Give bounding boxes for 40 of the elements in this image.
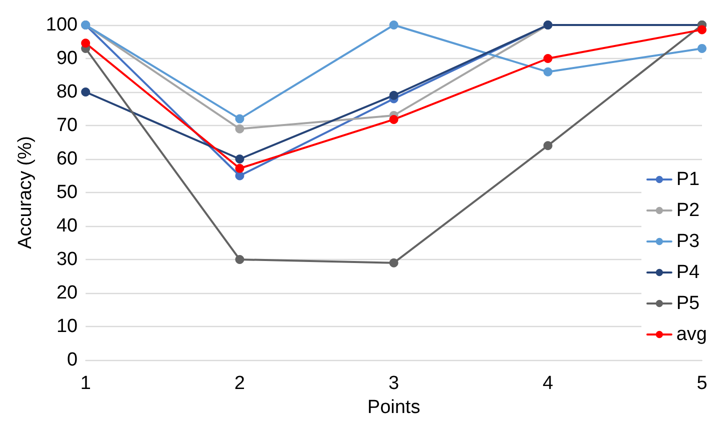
x-tick-label: 4 — [542, 373, 554, 394]
y-tick-label: 80 — [56, 82, 78, 102]
legend-label: P4 — [676, 262, 700, 283]
x-tick-label: 5 — [696, 373, 708, 394]
point — [543, 141, 552, 150]
y-tick-label: 10 — [56, 316, 78, 337]
point — [235, 124, 244, 134]
x-tick-label: 2 — [234, 373, 245, 394]
x-tick-label: 3 — [388, 373, 400, 394]
point — [81, 88, 90, 96]
legend-label: P3 — [676, 231, 700, 252]
point — [235, 164, 244, 173]
y-tick-label: 20 — [56, 282, 78, 304]
point — [698, 44, 706, 53]
point — [235, 154, 244, 164]
point — [389, 90, 398, 100]
legend-label: P1 — [676, 169, 700, 190]
y-tick-label: 70 — [56, 115, 78, 136]
y-tick-label: 60 — [56, 148, 78, 170]
y-tick-label: 100 — [46, 14, 78, 36]
x-axis-title: Points — [367, 396, 420, 418]
point — [389, 258, 398, 268]
point — [81, 38, 90, 48]
point — [389, 114, 398, 124]
legend-label: P5 — [676, 293, 700, 314]
point — [698, 25, 706, 34]
y-tick-label: 40 — [56, 216, 78, 236]
point — [543, 54, 552, 63]
y-tick-label: 50 — [56, 182, 78, 203]
y-tick-label: 90 — [56, 48, 78, 69]
x-tick-label: 1 — [80, 373, 91, 394]
point — [543, 67, 552, 76]
point — [389, 20, 398, 30]
y-tick-label: 0 — [67, 350, 78, 370]
y-axis-title: Accuracy (%) — [15, 136, 36, 249]
y-tick-label: 30 — [56, 249, 78, 270]
legend-label: avg — [676, 324, 708, 345]
point — [235, 255, 244, 264]
point — [235, 114, 244, 124]
legend-label: P2 — [676, 200, 700, 221]
